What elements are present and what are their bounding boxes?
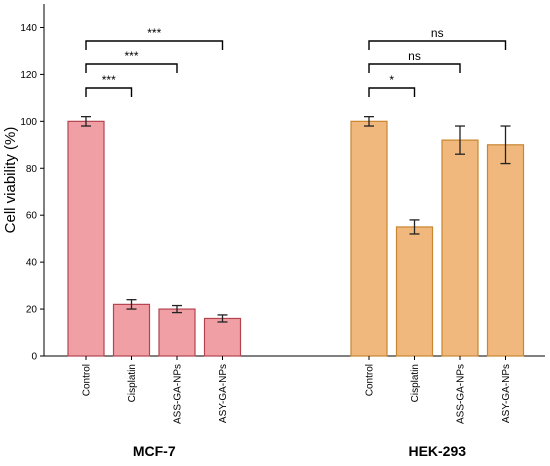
group-title-mcf-7: MCF-7	[133, 443, 176, 459]
y-tick-label: 20	[26, 305, 38, 316]
y-axis-title: Cell viability (%)	[2, 127, 19, 234]
bar-mcf-7-asy-ga-nps	[203, 317, 242, 357]
significance-label-hek-293-1: *	[389, 73, 394, 87]
significance-label-hek-293-2: ns	[408, 49, 421, 63]
y-tick-label: 80	[26, 164, 38, 175]
y-tick-label: 120	[20, 70, 37, 81]
bar-mcf-7-control	[67, 120, 105, 357]
x-tick-label-mcf-7-cisplatin: Cisplatin	[127, 364, 138, 402]
significance-label-hek-293-3: ns	[431, 26, 444, 40]
bar-hek-293-asy-ga-nps	[486, 144, 525, 357]
significance-bracket-hek-293-3	[368, 40, 507, 50]
y-ticks: 0 20 40 60 80 100 120 140	[20, 23, 44, 363]
bars	[67, 120, 525, 357]
group-titles: MCF-7 HEK-293	[133, 443, 466, 459]
x-tick-label-hek-293-ass-ga-nps: ASS-GA-NPs	[456, 364, 467, 424]
significance-bracket-hek-293-1	[368, 87, 416, 97]
y-tick-label: 100	[20, 117, 37, 128]
x-tick-label-hek-293-cisplatin: Cisplatin	[410, 364, 421, 402]
x-tick-labels: Control Cisplatin ASS-GA-NPs ASY-GA-NPs Cont…	[82, 356, 512, 424]
x-tick-label-mcf-7-ass-ga-nps: ASS-GA-NPs	[173, 364, 184, 424]
x-tick-label-mcf-7-asy-ga-nps: ASY-GA-NPs	[218, 364, 229, 423]
x-tick-label-hek-293-asy-ga-nps: ASY-GA-NPs	[501, 364, 512, 423]
significance-bracket-hek-293-2	[368, 63, 461, 73]
significance-label-mcf-7-1: ***	[102, 73, 116, 87]
bar-mcf-7-cisplatin	[112, 303, 151, 357]
significance-label-mcf-7-2: ***	[124, 49, 138, 63]
y-tick-label: 60	[26, 211, 38, 222]
significance-bracket-mcf-7-1	[85, 87, 133, 97]
y-tick-label: 140	[20, 23, 37, 34]
bar-mcf-7-ass-ga-nps	[158, 308, 196, 357]
y-tick-label: 0	[31, 352, 37, 363]
bar-hek-293-cisplatin	[395, 226, 434, 357]
x-tick-label-mcf-7-control: Control	[82, 364, 93, 396]
group-title-hek-293: HEK-293	[408, 443, 466, 459]
y-tick-label: 40	[26, 258, 38, 269]
significance-label-mcf-7-3: ***	[147, 26, 161, 40]
significance-bracket-mcf-7-2	[85, 63, 178, 73]
bar-hek-293-ass-ga-nps	[441, 139, 479, 357]
x-tick-label-hek-293-control: Control	[365, 364, 376, 396]
significance-bracket-mcf-7-3	[85, 40, 224, 50]
bar-hek-293-control	[350, 120, 388, 357]
error-bars	[81, 115, 511, 323]
